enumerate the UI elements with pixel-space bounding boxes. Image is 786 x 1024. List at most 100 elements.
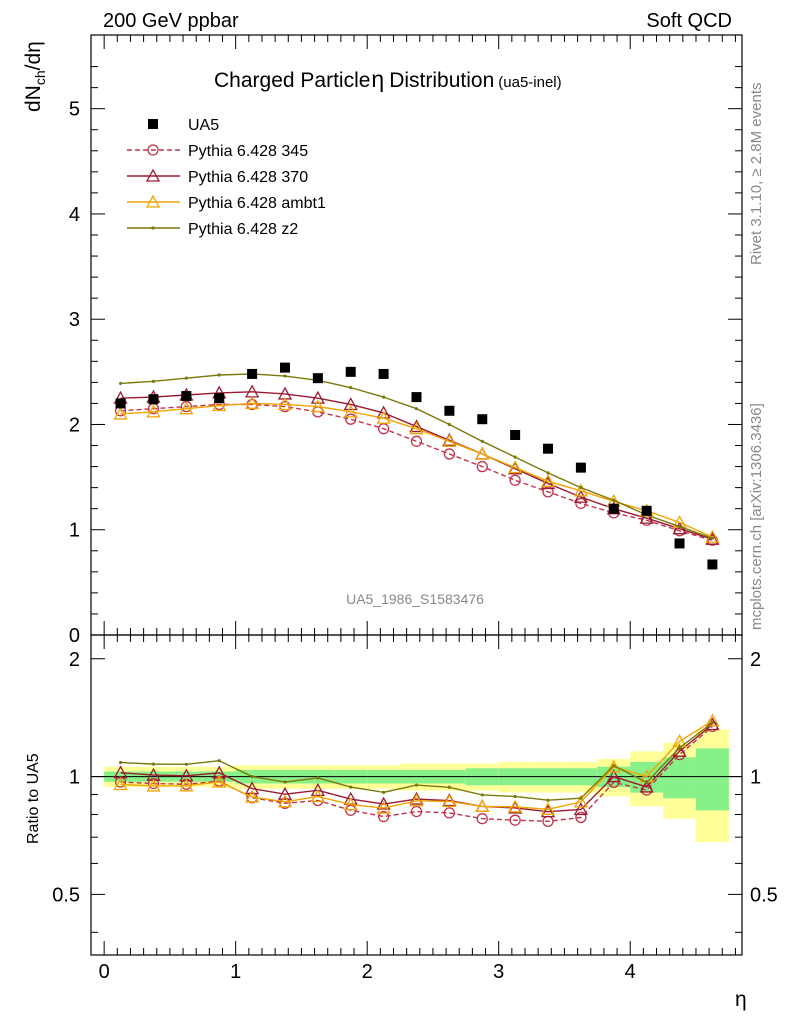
ratio-marker [612,763,616,768]
ratio-marker [645,780,649,785]
series-marker [151,379,156,383]
ratio-marker [147,777,160,790]
ratio-y-axis-label: Ratio to UA5 [25,753,42,844]
ratio-marker [639,779,654,793]
series-marker [575,497,587,510]
ratio-marker [310,789,325,803]
series-marker [277,397,293,411]
ratio-marker [414,783,419,787]
x-tick-label: 2 [362,961,373,983]
data-point [674,538,685,549]
series-line [120,391,713,540]
ratio-marker [146,778,161,792]
legend-marker [145,194,161,208]
series-marker [343,397,358,411]
series-marker [677,524,682,529]
ratio-tick-label-left: 1 [69,767,80,789]
y-tick-label: 4 [69,204,80,226]
ratio-marker [277,786,293,800]
ratio-marker [179,778,194,792]
ratio-marker [546,798,550,802]
series-line [120,403,713,541]
series-marker [283,374,287,378]
ratio-marker [409,791,424,805]
ratio-marker [442,794,457,808]
y-tick-label: 5 [69,99,80,121]
series-marker [447,422,451,427]
main-series-group [113,362,720,570]
series-marker [476,460,488,473]
ratio-marker [245,789,260,803]
ratio-marker [513,794,517,799]
legend-marker [145,168,161,182]
data-point [543,443,554,454]
y-axis-label: dNch/dη [22,41,48,112]
series-marker [546,471,550,475]
legend: UA5 Pythia 6.428 345 Pythia 6.428 370 Pythi… [127,117,326,238]
ratio-marker [710,721,715,725]
legend-label: UA5 [188,117,219,134]
ratio-marker [316,776,320,780]
chart-title: Charged Particleη Distribution (ua5-inel) [214,66,562,92]
series-marker [409,421,424,435]
series-marker [179,401,194,415]
ratio-marker [184,762,188,766]
ratio-marker [443,807,456,819]
series-marker [475,446,490,460]
series-marker [508,460,523,474]
ratio-marker [382,790,386,794]
data-point [378,368,389,379]
analysis-watermark: UA5_1986_S1583476 [346,591,484,607]
ratio-marker [114,776,127,788]
data-point [477,414,488,425]
x-tick-label: 1 [230,961,241,983]
header-right: Soft QCD [646,10,732,32]
ratio-marker [409,793,424,807]
ratio-marker [113,777,128,791]
legend-marker [147,144,159,156]
series-marker [710,536,715,540]
series-marker [343,404,358,418]
data-point [345,366,356,377]
series-marker [540,473,556,487]
series-marker [113,406,128,420]
data-point [312,373,323,384]
series-marker [217,373,221,377]
ratio-marker [349,785,353,789]
series-marker [410,435,423,447]
side-text-bottom: mcplots.cern.ch [arXiv:1306.3436] [748,403,765,630]
legend-label: Pythia 6.428 345 [188,143,308,160]
ratio-marker [606,769,621,783]
x-tick-label: 0 [99,961,110,983]
series-marker [118,381,123,386]
ratio-marker [277,794,293,808]
series-marker [540,476,556,490]
data-point [411,392,422,403]
ratio-marker [573,802,588,816]
data-point [279,362,290,373]
series-marker [310,390,325,404]
series-marker [245,396,260,410]
ratio-marker [677,746,682,750]
series-marker [573,489,588,503]
data-point [444,405,455,416]
series-marker [349,386,353,390]
ratio-line [120,723,713,813]
ratio-tick-label-right: 0.5 [750,884,778,906]
series-marker [443,448,456,460]
ratio-line [120,725,713,823]
series-marker [212,398,227,412]
series-marker [184,376,188,380]
ratio-marker [475,799,490,813]
ratio-marker [279,797,291,809]
legend-label: Pythia 6.428 ambt1 [188,195,326,212]
series-marker [480,439,484,443]
series-marker [310,399,325,413]
ratio-marker [573,794,588,808]
legend-label: Pythia 6.428 370 [188,169,308,186]
ratio-marker [118,760,123,765]
ratio-marker [508,799,523,813]
data-point [510,430,521,440]
ratio-marker [540,801,556,815]
ratio-marker [212,765,227,779]
